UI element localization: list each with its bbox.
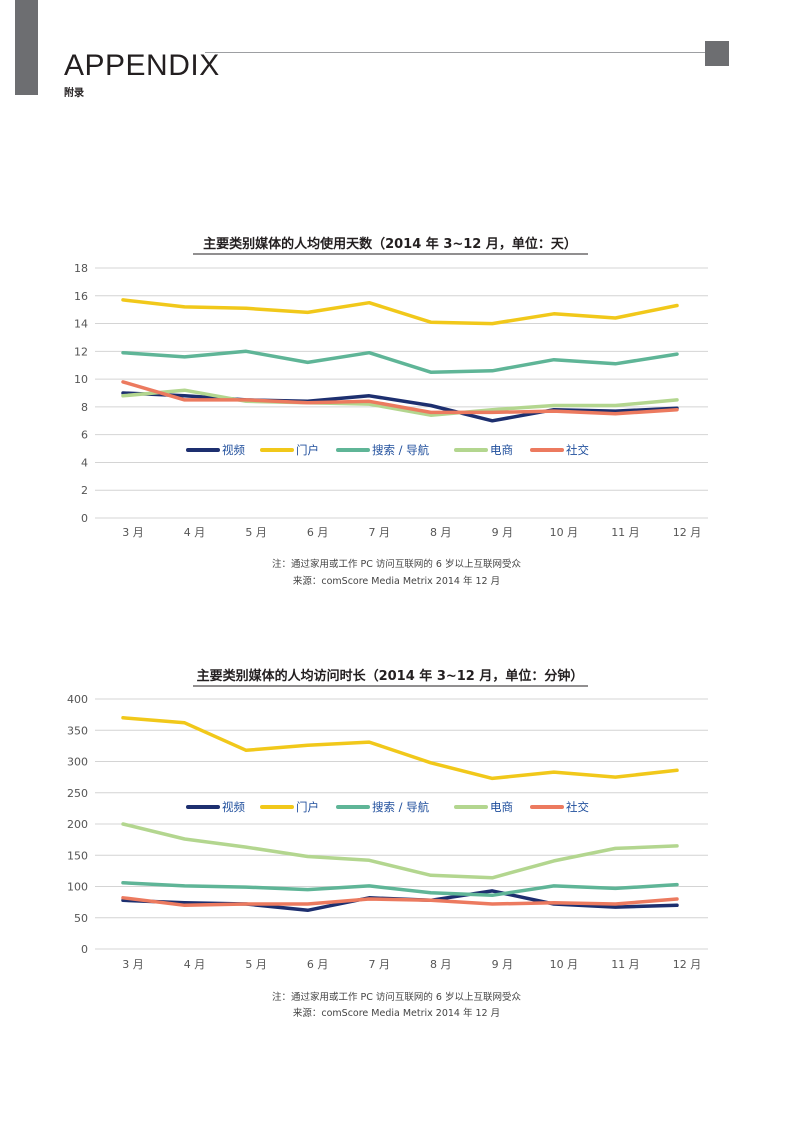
x-tick-label: 12 月 xyxy=(673,958,702,971)
legend-label: 视频 xyxy=(222,800,245,814)
y-tick-label: 18 xyxy=(74,262,88,275)
legend-label: 门户 xyxy=(296,443,319,457)
series-line-视频 xyxy=(121,391,679,423)
x-tick-label: 4 月 xyxy=(184,958,206,971)
legend-label: 社交 xyxy=(566,443,589,457)
series-line-门户 xyxy=(121,298,679,326)
chart-note: 注：通过家用或工作 PC 访问互联网的 6 岁以上互联网受众 xyxy=(272,559,521,570)
x-tick-label: 6 月 xyxy=(307,958,329,971)
legend-label: 搜索 / 导航 xyxy=(372,443,430,457)
y-tick-label: 12 xyxy=(74,345,88,358)
x-tick-label: 8 月 xyxy=(430,526,452,539)
y-tick-label: 2 xyxy=(81,484,88,497)
y-tick-label: 6 xyxy=(81,429,88,442)
x-tick-label: 11 月 xyxy=(611,526,640,539)
page-title: APPENDIX xyxy=(64,49,220,82)
series-line-搜索 / 导航 xyxy=(121,349,679,374)
series-line-电商 xyxy=(121,822,679,880)
legend-label: 电商 xyxy=(490,800,513,814)
chart-note: 注：通过家用或工作 PC 访问互联网的 6 岁以上互联网受众 xyxy=(272,992,521,1003)
y-tick-label: 50 xyxy=(74,912,88,925)
series-line-社交 xyxy=(121,896,679,908)
legend-label: 社交 xyxy=(566,800,589,814)
x-tick-label: 10 月 xyxy=(550,526,579,539)
chart-source: 来源：comScore Media Metrix 2014 年 12 月 xyxy=(292,1008,501,1019)
y-tick-label: 16 xyxy=(74,290,88,303)
y-tick-label: 0 xyxy=(81,512,88,525)
y-tick-label: 8 xyxy=(81,401,88,414)
x-tick-label: 3 月 xyxy=(122,958,144,971)
x-tick-label: 7 月 xyxy=(368,526,390,539)
legend-label: 门户 xyxy=(296,800,319,814)
series-line-社交 xyxy=(121,380,679,416)
y-tick-label: 100 xyxy=(67,881,88,894)
header-rule xyxy=(205,52,705,53)
y-tick-label: 200 xyxy=(67,818,88,831)
y-tick-label: 14 xyxy=(74,318,88,331)
x-tick-label: 4 月 xyxy=(184,526,206,539)
legend-label: 视频 xyxy=(222,443,245,457)
x-tick-label: 3 月 xyxy=(122,526,144,539)
y-tick-label: 0 xyxy=(81,943,88,956)
x-tick-label: 7 月 xyxy=(368,958,390,971)
y-tick-label: 300 xyxy=(67,756,88,769)
x-tick-label: 8 月 xyxy=(430,958,452,971)
x-tick-label: 5 月 xyxy=(245,958,267,971)
x-tick-label: 9 月 xyxy=(492,526,514,539)
page-subtitle: 附录 xyxy=(64,88,84,99)
x-tick-label: 12 月 xyxy=(673,526,702,539)
y-tick-label: 350 xyxy=(67,724,88,737)
usage-days-chart-svg: 主要类别媒体的人均使用天数（2014 年 3~12 月，单位：天） 0 2 4 6 8 10… xyxy=(74,236,708,539)
x-tick-label: 11 月 xyxy=(611,958,640,971)
header-tab-block xyxy=(705,41,729,66)
y-tick-label: 250 xyxy=(67,787,88,800)
x-tick-label: 5 月 xyxy=(245,526,267,539)
y-tick-label: 150 xyxy=(67,849,88,862)
x-tick-label: 9 月 xyxy=(492,958,514,971)
series-line-门户 xyxy=(121,716,679,781)
legend-label: 电商 xyxy=(490,443,513,457)
chart-title: 主要类别媒体的人均使用天数（2014 年 3~12 月，单位：天） xyxy=(203,236,577,252)
y-tick-label: 10 xyxy=(74,373,88,386)
side-bar-accent xyxy=(15,0,38,95)
chart-title: 主要类别媒体的人均访问时长（2014 年 3~12 月，单位：分钟） xyxy=(197,668,584,684)
x-tick-label: 10 月 xyxy=(550,958,579,971)
chart-source: 来源：comScore Media Metrix 2014 年 12 月 xyxy=(292,576,501,587)
x-tick-label: 6 月 xyxy=(307,526,329,539)
legend-label: 搜索 / 导航 xyxy=(372,800,430,814)
y-tick-label: 4 xyxy=(81,456,88,469)
series-line-搜索 / 导航 xyxy=(121,881,679,898)
series-line-电商 xyxy=(121,388,679,417)
y-tick-label: 400 xyxy=(67,693,88,706)
